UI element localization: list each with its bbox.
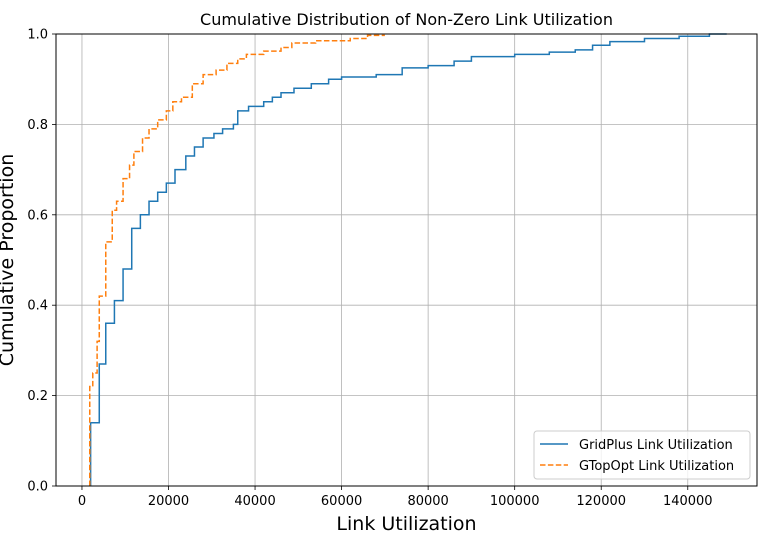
x-tick-label: 120000 (576, 494, 626, 509)
series-line-0 (89, 33, 727, 486)
y-axis-label: Cumulative Proportion (0, 154, 18, 367)
legend-label-gridplus: GridPlus Link Utilization (579, 438, 733, 453)
legend-label-gtopopt: GTopOpt Link Utilization (579, 459, 734, 474)
y-tick-label: 0.6 (27, 208, 48, 223)
series-lines (89, 33, 727, 486)
x-axis-label: Link Utilization (336, 513, 476, 535)
y-tick-label: 0.0 (27, 480, 48, 495)
plot-frame (55, 33, 758, 487)
axis-ticks: 0 20000 40000 60000 80000 100000 120000 140000 0… (27, 28, 712, 510)
y-tick-label: 1.0 (27, 28, 48, 43)
x-tick-label: 40000 (234, 494, 275, 509)
chart-title: Cumulative Distribution of Non-Zero Link… (200, 10, 613, 29)
x-tick-label: 60000 (321, 494, 362, 509)
x-tick-label: 20000 (148, 494, 189, 509)
y-tick-label: 0.2 (27, 389, 48, 404)
y-tick-label: 0.8 (27, 118, 48, 133)
y-tick-label: 0.4 (27, 299, 48, 314)
legend-box (533, 430, 751, 480)
legend: GridPlus Link Utilization GTopOpt Link U… (533, 430, 751, 480)
x-tick-label: 100000 (490, 494, 540, 509)
x-tick-label: 0 (78, 494, 86, 509)
series-line-1 (89, 34, 385, 486)
x-tick-label: 140000 (663, 494, 713, 509)
x-tick-label: 80000 (407, 494, 448, 509)
